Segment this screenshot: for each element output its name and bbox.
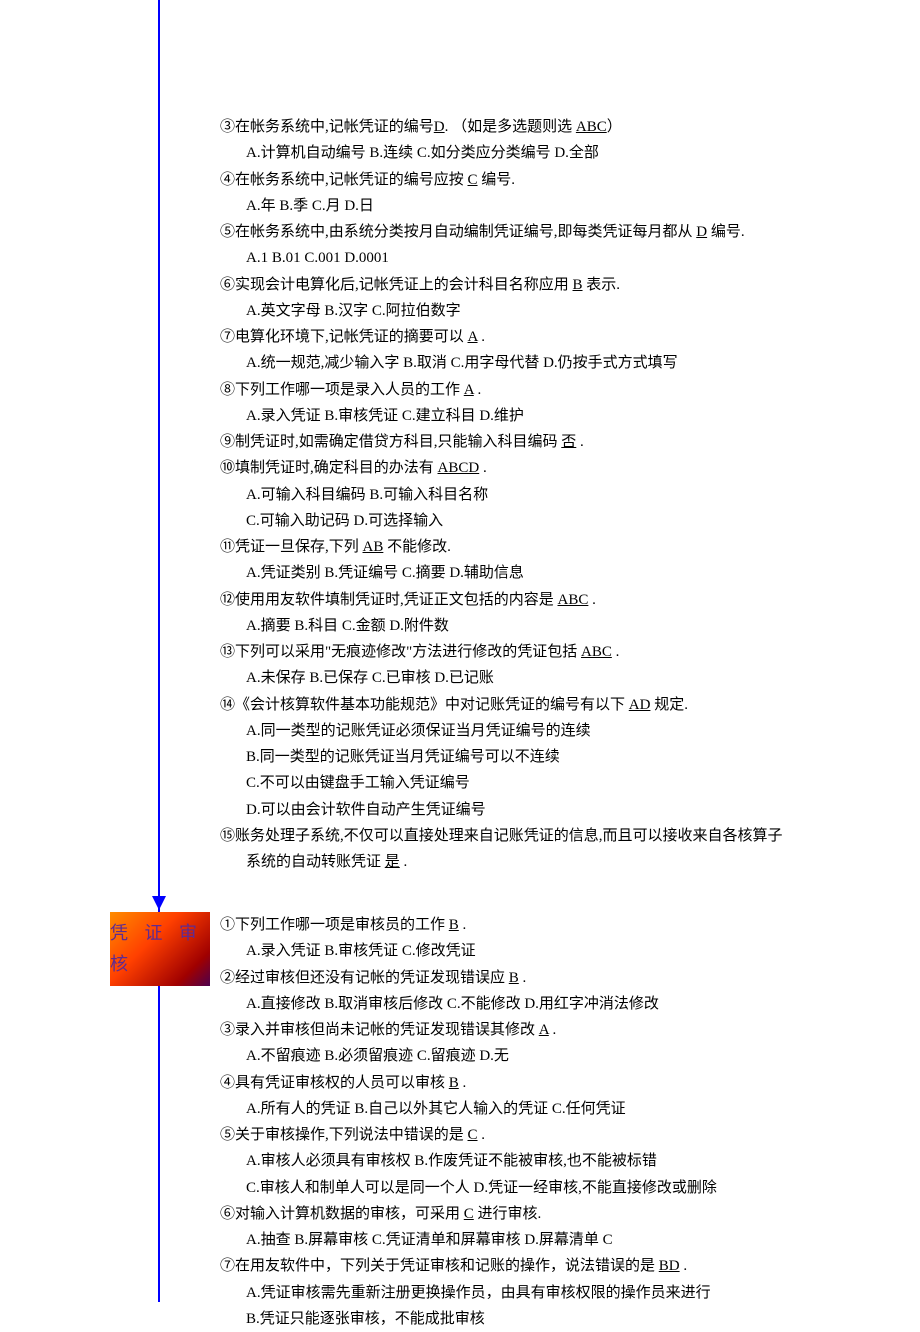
options: C.可输入助记码 D.可选择输入 bbox=[220, 508, 900, 534]
options: A.审核人必须具有审核权 B.作废凭证不能被审核,也不能被标错 bbox=[220, 1148, 900, 1174]
answer: C bbox=[464, 1206, 474, 1222]
options: C.审核人和制单人可以是同一个人 D.凭证一经审核,不能直接修改或删除 bbox=[220, 1175, 900, 1201]
answer: C bbox=[468, 172, 478, 188]
answer-multi: ABC bbox=[576, 119, 607, 135]
answer: BD bbox=[659, 1258, 680, 1274]
question-13: ⑬下列可以采用"无痕迹修改"方法进行修改的凭证包括 ABC . bbox=[220, 639, 900, 665]
options: A.未保存 B.已保存 C.已审核 D.已记账 bbox=[220, 665, 900, 691]
question-15: ⑮账务处理子系统,不仅可以直接处理来自记账凭证的信息,而且可以接收来自各核算子 bbox=[220, 823, 900, 849]
badge-label: 凭 证 审 核 bbox=[110, 918, 210, 981]
options: A.计算机自动编号 B.连续 C.如分类应分类编号 D.全部 bbox=[220, 140, 900, 166]
answer: A bbox=[468, 329, 478, 345]
section-badge: 凭 证 审 核 bbox=[110, 912, 210, 986]
question-9: ⑨制凭证时,如需确定借贷方科目,只能输入科目编码 否 . bbox=[220, 429, 900, 455]
answer: B bbox=[449, 1075, 459, 1091]
question-block-bottom: ①下列工作哪一项是审核员的工作 B . A.录入凭证 B.审核凭证 C.修改凭证… bbox=[220, 912, 900, 1332]
question-b5: ⑤关于审核操作,下列说法中错误的是 C . bbox=[220, 1122, 900, 1148]
answer: D bbox=[696, 224, 707, 240]
options: A.1 B.01 C.001 D.0001 bbox=[220, 245, 900, 271]
option-a: A.同一类型的记账凭证必须保证当月凭证编号的连续 bbox=[220, 718, 900, 744]
question-b6: ⑥对输入计算机数据的审核，可采用 C 进行审核. bbox=[220, 1201, 900, 1227]
options: A.统一规范,减少输入字 B.取消 C.用字母代替 D.仍按手式方式填写 bbox=[220, 350, 900, 376]
options: A.英文字母 B.汉字 C.阿拉伯数字 bbox=[220, 298, 900, 324]
question-b4: ④具有凭证审核权的人员可以审核 B . bbox=[220, 1070, 900, 1096]
options: A.年 B.季 C.月 D.日 bbox=[220, 193, 900, 219]
answer: D bbox=[434, 119, 445, 135]
question-b7: ⑦在用友软件中，下列关于凭证审核和记账的操作，说法错误的是 BD . bbox=[220, 1253, 900, 1279]
question-11: ⑪凭证一旦保存,下列 AB 不能修改. bbox=[220, 534, 900, 560]
answer: A bbox=[539, 1022, 549, 1038]
option-b: B.凭证只能逐张审核，不能成批审核 bbox=[220, 1306, 900, 1332]
vertical-rule bbox=[158, 0, 160, 1302]
question-8: ⑧下列工作哪一项是录入人员的工作 A . bbox=[220, 377, 900, 403]
option-b: B.同一类型的记账凭证当月凭证编号可以不连续 bbox=[220, 744, 900, 770]
answer: B bbox=[573, 277, 583, 293]
options: A.凭证类别 B.凭证编号 C.摘要 D.辅助信息 bbox=[220, 560, 900, 586]
question-12: ⑫使用用友软件填制凭证时,凭证正文包括的内容是 ABC . bbox=[220, 587, 900, 613]
option-c: C.不可以由键盘手工输入凭证编号 bbox=[220, 770, 900, 796]
options: A.录入凭证 B.审核凭证 C.建立科目 D.维护 bbox=[220, 403, 900, 429]
options: A.所有人的凭证 B.自己以外其它人输入的凭证 C.任何凭证 bbox=[220, 1096, 900, 1122]
question-b1: ①下列工作哪一项是审核员的工作 B . bbox=[220, 912, 900, 938]
options: A.可输入科目编码 B.可输入科目名称 bbox=[220, 482, 900, 508]
question-4: ④在帐务系统中,记帐凭证的编号应按 C 编号. bbox=[220, 167, 900, 193]
question-7: ⑦电算化环境下,记帐凭证的摘要可以 A . bbox=[220, 324, 900, 350]
question-5: ⑤在帐务系统中,由系统分类按月自动编制凭证编号,即每类凭证每月都从 D 编号. bbox=[220, 219, 900, 245]
answer: ABC bbox=[581, 644, 612, 660]
option-d: D.可以由会计软件自动产生凭证编号 bbox=[220, 797, 900, 823]
answer: 是 bbox=[385, 854, 400, 870]
question-b3: ③录入并审核但尚未记帐的凭证发现错误其修改 A . bbox=[220, 1017, 900, 1043]
question-b2: ②经过审核但还没有记帐的凭证发现错误应 B . bbox=[220, 965, 900, 991]
arrow-down-icon bbox=[152, 896, 166, 910]
answer: C bbox=[468, 1127, 478, 1143]
question-block-top: ③在帐务系统中,记帐凭证的编号D. （如是多选题则选 ABC） A.计算机自动编… bbox=[220, 114, 900, 875]
question-14: ⑭《会计核算软件基本功能规范》中对记账凭证的编号有以下 AD 规定. bbox=[220, 692, 900, 718]
answer: B bbox=[449, 917, 459, 933]
question-10: ⑩填制凭证时,确定科目的办法有 ABCD . bbox=[220, 455, 900, 481]
answer: AB bbox=[363, 539, 384, 555]
answer: ABCD bbox=[438, 460, 480, 476]
options: A.抽查 B.屏幕审核 C.凭证清单和屏幕审核 D.屏幕清单 C bbox=[220, 1227, 900, 1253]
answer: 否 bbox=[561, 434, 576, 450]
question-6: ⑥实现会计电算化后,记帐凭证上的会计科目名称应用 B 表示. bbox=[220, 272, 900, 298]
options: A.直接修改 B.取消审核后修改 C.不能修改 D.用红字冲消法修改 bbox=[220, 991, 900, 1017]
options: A.不留痕迹 B.必须留痕迹 C.留痕迹 D.无 bbox=[220, 1043, 900, 1069]
answer: ABC bbox=[558, 592, 589, 608]
question-15-cont: 系统的自动转账凭证 是 . bbox=[220, 849, 900, 875]
answer: AD bbox=[629, 697, 651, 713]
options: A.摘要 B.科目 C.金额 D.附件数 bbox=[220, 613, 900, 639]
answer: B bbox=[509, 970, 519, 986]
options: A.录入凭证 B.审核凭证 C.修改凭证 bbox=[220, 938, 900, 964]
answer: A bbox=[464, 382, 474, 398]
question-3: ③在帐务系统中,记帐凭证的编号D. （如是多选题则选 ABC） bbox=[220, 114, 900, 140]
